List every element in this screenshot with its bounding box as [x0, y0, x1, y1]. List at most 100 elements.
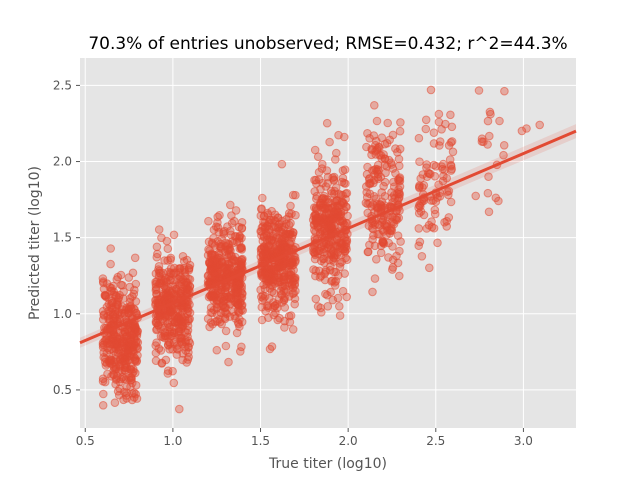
data-point: [368, 287, 377, 297]
data-point: [329, 253, 339, 263]
data-point: [517, 126, 527, 136]
data-point: [330, 281, 340, 290]
data-point: [429, 223, 439, 233]
data-point: [109, 339, 119, 349]
data-point: [290, 275, 300, 285]
data-point: [341, 194, 350, 204]
data-point: [233, 295, 242, 304]
data-point: [177, 338, 187, 347]
data-point: [280, 222, 289, 232]
data-point: [439, 171, 448, 181]
x-tick-label: 0.5: [76, 434, 95, 448]
data-point: [474, 86, 484, 95]
data-point: [212, 302, 222, 312]
data-point: [396, 118, 405, 127]
data-point: [128, 292, 137, 301]
data-point: [258, 193, 267, 203]
data-point: [257, 269, 266, 278]
data-point: [445, 155, 455, 164]
data-point: [373, 144, 382, 153]
data-point: [419, 210, 429, 220]
data-point: [471, 191, 481, 201]
data-point: [286, 201, 295, 211]
data-point: [130, 253, 140, 263]
data-point: [182, 278, 192, 287]
data-point: [522, 124, 531, 133]
data-point: [370, 274, 380, 283]
data-point: [160, 328, 169, 338]
data-point: [217, 234, 226, 244]
data-point: [100, 377, 110, 387]
data-point: [430, 209, 440, 219]
data-point: [154, 265, 163, 274]
data-point: [98, 306, 108, 316]
data-point: [309, 265, 318, 274]
data-point: [372, 116, 382, 126]
data-point: [119, 287, 128, 297]
data-point: [326, 287, 336, 297]
data-point: [152, 252, 162, 262]
data-point: [317, 308, 326, 317]
data-point: [341, 253, 351, 263]
data-point: [185, 300, 194, 309]
data-point: [99, 389, 108, 399]
data-point: [130, 341, 139, 350]
data-point: [368, 224, 378, 234]
data-point: [163, 369, 173, 378]
data-point: [271, 276, 281, 285]
data-point: [338, 238, 347, 248]
data-point: [224, 357, 233, 367]
data-point: [379, 181, 388, 191]
data-point: [332, 195, 342, 205]
data-point: [288, 190, 298, 200]
x-tick-label: 3.0: [514, 434, 533, 448]
data-point: [237, 243, 246, 252]
data-point: [175, 404, 184, 414]
data-point: [224, 245, 233, 254]
data-point: [154, 321, 163, 330]
data-point: [207, 263, 216, 273]
data-point: [165, 322, 174, 332]
data-point: [289, 255, 298, 265]
data-point: [152, 242, 162, 252]
data-point: [414, 241, 424, 250]
data-point: [181, 346, 191, 356]
data-point: [216, 293, 225, 302]
data-point: [152, 338, 161, 348]
data-point: [105, 314, 115, 324]
data-point: [103, 369, 112, 379]
data-point: [340, 247, 350, 257]
data-point: [178, 355, 187, 365]
data-point: [219, 229, 228, 239]
data-point: [280, 263, 290, 273]
data-point: [316, 271, 326, 281]
data-point: [448, 147, 458, 157]
data-point: [284, 209, 294, 218]
data-point: [267, 342, 277, 351]
data-point: [340, 269, 350, 278]
data-point: [415, 157, 424, 166]
data-point: [316, 256, 326, 266]
data-point: [234, 256, 243, 266]
data-point: [229, 256, 239, 266]
data-point: [335, 259, 345, 268]
x-tick-label: 2.5: [426, 434, 445, 448]
data-point: [416, 202, 425, 211]
data-point: [395, 126, 405, 136]
data-point: [384, 253, 393, 262]
data-point: [414, 224, 424, 233]
data-point: [105, 358, 114, 368]
data-point: [323, 203, 333, 213]
data-point: [257, 205, 266, 214]
data-point: [333, 293, 343, 303]
data-point: [369, 192, 379, 201]
data-point: [128, 378, 137, 388]
data-point: [329, 267, 339, 277]
data-point: [327, 216, 337, 226]
data-point: [363, 129, 372, 138]
data-point: [160, 309, 169, 318]
data-point: [111, 344, 120, 354]
data-point: [212, 222, 221, 231]
data-point: [288, 325, 298, 334]
